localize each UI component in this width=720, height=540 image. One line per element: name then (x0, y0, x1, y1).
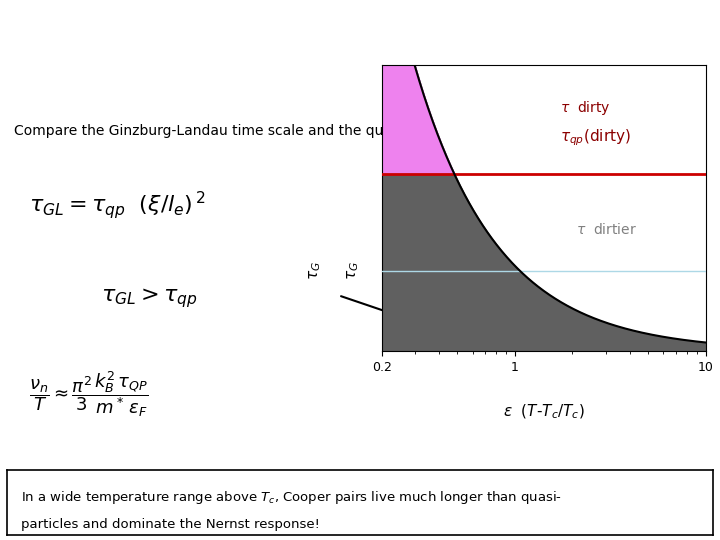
Text: $\varepsilon$  $(T$-$T_c/T_c)$: $\varepsilon$ $(T$-$T_c/T_c)$ (503, 402, 585, 421)
Text: $\tau$  dirtier: $\tau$ dirtier (576, 222, 637, 237)
Text: $\tau_G$: $\tau_G$ (307, 261, 323, 280)
Text: Why a dirty superconductor?: Why a dirty superconductor? (156, 17, 564, 41)
Text: $\tau_{GL}= \tau_{qp}$  $\left(\xi/l_e\right)^{\,2}$: $\tau_{GL}= \tau_{qp}$ $\left(\xi/l_e\ri… (29, 189, 205, 221)
Text: $\tau_{qp}$(dirty): $\tau_{qp}$(dirty) (560, 128, 631, 148)
Text: $\tau_{GL}> \tau_{qp}$: $\tau_{GL}> \tau_{qp}$ (101, 286, 197, 310)
Text: particles and dominate the Nernst response!: particles and dominate the Nernst respon… (22, 518, 320, 531)
Text: $\tau_G$: $\tau_G$ (345, 261, 361, 280)
Text: In a wide temperature range above $T_c$, Cooper pairs live much longer than quas: In a wide temperature range above $T_c$,… (22, 489, 562, 506)
Text: Compare the Ginzburg-Landau time scale and the quasi-particle lifetime:: Compare the Ginzburg-Landau time scale a… (14, 125, 523, 138)
Text: $\dfrac{\nu_n}{T} \approx \dfrac{\pi^2}{3}\dfrac{k_B^2\,\tau_{QP}}{m^*\,\varepsi: $\dfrac{\nu_n}{T} \approx \dfrac{\pi^2}{… (29, 369, 148, 419)
Text: $\tau$  dirty: $\tau$ dirty (560, 99, 611, 117)
